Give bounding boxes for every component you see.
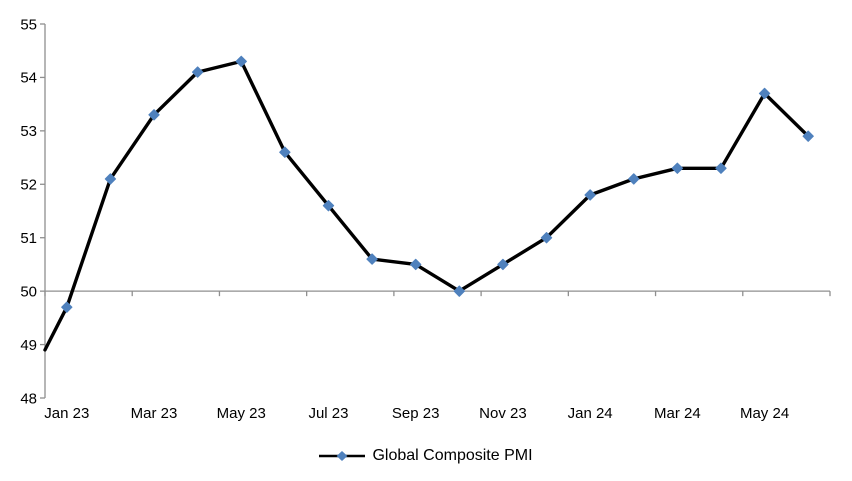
x-axis-label: May 24 [740, 405, 789, 422]
data-point-marker [61, 301, 73, 313]
data-point-marker [279, 146, 291, 158]
data-point-marker [322, 199, 335, 212]
data-point-marker [148, 109, 160, 121]
data-point-marker [715, 162, 727, 174]
x-axis-label: Mar 23 [131, 405, 178, 422]
y-axis-label: 50 [20, 283, 37, 300]
data-point-marker [758, 87, 771, 100]
data-point-marker [453, 285, 466, 297]
legend: Global Composite PMI [0, 444, 852, 468]
x-axis-label: Jul 23 [308, 405, 348, 422]
y-axis-label: 54 [20, 70, 37, 87]
data-point-marker [584, 189, 596, 201]
legend-line-marker-icon [319, 451, 366, 461]
data-point-marker [409, 258, 422, 271]
legend-label: Global Composite PMI [372, 447, 533, 464]
data-point-marker [191, 66, 204, 78]
data-point-marker [104, 173, 117, 185]
x-axis-label: Mar 24 [654, 405, 701, 422]
y-axis-label: 55 [20, 16, 37, 33]
y-axis-label: 51 [20, 230, 37, 247]
data-point-marker [802, 130, 814, 142]
data-point-marker [540, 232, 553, 244]
data-point-marker [366, 253, 378, 265]
x-axis-label: Nov 23 [479, 405, 527, 422]
legend-diamond-icon [337, 451, 348, 461]
y-axis-label: 48 [20, 390, 37, 407]
data-point-marker [235, 55, 247, 68]
data-point-marker [628, 173, 640, 185]
pmi-series-line [43, 59, 810, 352]
x-axis-label: May 23 [217, 405, 266, 422]
x-axis-label: Sep 23 [392, 405, 440, 422]
data-point-marker [497, 258, 509, 271]
y-axis-label: 52 [20, 177, 37, 194]
x-axis-label: Jan 24 [568, 405, 613, 422]
data-point-marker [671, 162, 684, 174]
y-axis-label: 49 [20, 337, 37, 354]
y-axis-label: 53 [20, 123, 37, 140]
x-axis-label: Jan 23 [44, 405, 89, 422]
